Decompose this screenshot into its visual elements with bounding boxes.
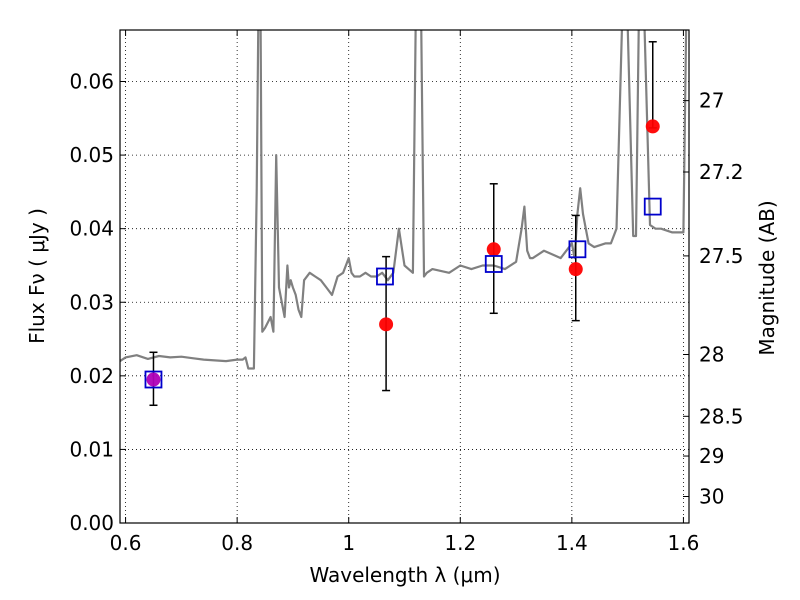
- x-tick-label: 0.8: [221, 531, 253, 555]
- plot-background: [120, 30, 689, 523]
- data-point: [379, 317, 394, 332]
- y-tick-label: 0.04: [69, 217, 114, 241]
- x-tick-label: 1.4: [556, 531, 588, 555]
- model-square: [484, 255, 503, 273]
- y-tick-label: 0.06: [69, 70, 114, 94]
- mag-tick-label: 27.5: [699, 244, 744, 268]
- x-axis-title: Wavelength λ (μm): [309, 563, 500, 587]
- mag-tick-label: 28.5: [699, 404, 744, 428]
- y-tick-label: 0.02: [69, 364, 114, 388]
- x-tick-label: 0.6: [110, 531, 142, 555]
- x-tick-label: 1: [342, 531, 355, 555]
- model-square: [568, 240, 587, 259]
- x-tick-label: 1.6: [668, 531, 700, 555]
- y-axis-title: Flux Fν ( μJy ): [25, 208, 49, 344]
- data-point: [568, 262, 583, 277]
- model-square: [144, 370, 163, 389]
- model-square: [643, 197, 662, 216]
- plot-frame: [119, 29, 690, 524]
- data-point: [645, 119, 660, 134]
- data-point: [146, 372, 161, 387]
- model-square: [376, 267, 394, 286]
- plot-area: [120, 30, 688, 407]
- y-tick-label: 0.05: [69, 143, 114, 167]
- y-tick-label: 0.00: [69, 511, 114, 535]
- mag-tick-label: 27: [699, 89, 724, 113]
- axis-ticks: 0.6 0.8 1 1.2 1.4 1.6 0.00 0.01 0.02 0.03 0.04 0.05…: [69, 30, 744, 555]
- right-axis-title: Magnitude (AB): [755, 200, 779, 355]
- mag-tick-label: 27.2: [699, 160, 744, 184]
- mag-tick-label: 28: [699, 342, 724, 366]
- mag-tick-label: 30: [699, 485, 724, 509]
- x-tick-label: 1.2: [444, 531, 476, 555]
- y-tick-label: 0.01: [69, 437, 114, 461]
- mag-tick-label: 29: [699, 444, 724, 468]
- data-point: [486, 242, 501, 257]
- y-tick-label: 0.03: [69, 290, 114, 314]
